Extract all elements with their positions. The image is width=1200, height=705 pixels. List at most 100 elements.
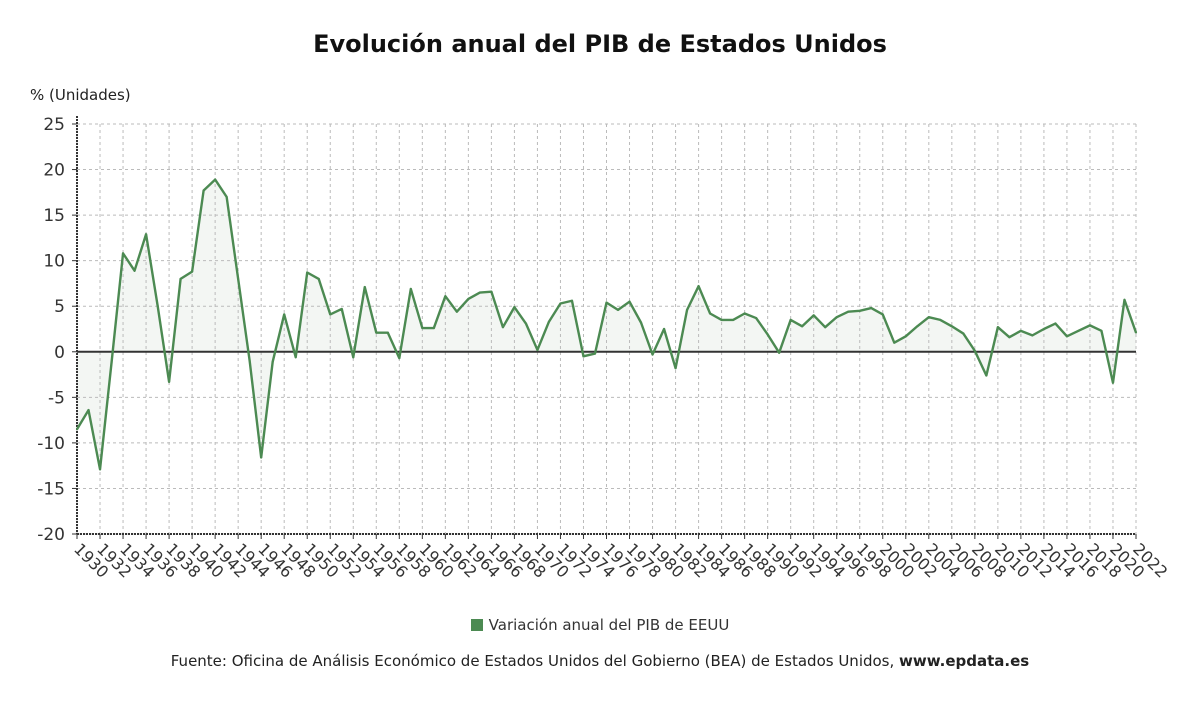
y-tick-label: 0 [54,343,65,363]
data-point [950,325,953,328]
data-point [1054,322,1057,325]
data-point [778,351,781,354]
data-point [317,277,320,280]
data-point [363,286,366,289]
data-point [559,302,562,305]
data-point [329,313,332,316]
data-point [432,327,435,330]
data-point [398,357,401,360]
y-tick-label: 10 [43,252,65,272]
data-point [570,299,573,302]
data-point [1042,328,1045,330]
data-point [352,356,355,359]
data-point [996,326,999,329]
data-point [824,326,827,329]
data-point [640,321,643,324]
data-point [605,301,608,304]
data-point [260,456,263,459]
data-point [1065,335,1068,338]
data-point [709,312,712,315]
data-point [87,409,90,412]
data-point [651,353,654,356]
data-point [617,308,620,311]
data-point [501,326,504,329]
data-point [168,380,171,383]
data-point [248,359,251,362]
data-point [858,309,861,312]
data-point [847,310,850,313]
y-axis-label: % (Unidades) [30,86,131,104]
data-point [916,325,919,328]
data-point [237,277,240,280]
data-point [927,316,930,319]
chart-title: Evolución anual del PIB de Estados Unido… [313,30,887,58]
data-point [1088,324,1091,327]
data-point [214,178,217,181]
data-point [1008,336,1011,339]
data-point [110,361,113,364]
data-point [1123,298,1126,301]
legend: Variación anual del PIB de EEUU [0,616,1200,634]
data-point [513,306,516,309]
data-point [697,285,700,288]
source-text: Fuente: Oficina de Análisis Económico de… [170,652,900,670]
data-point [732,318,735,321]
data-point [156,304,159,307]
legend-label: Variación anual del PIB de EEUU [488,616,730,634]
data-point [686,308,689,311]
data-point [536,348,539,351]
data-point [455,310,458,313]
source-note: Fuente: Oficina de Análisis Económico de… [0,652,1200,670]
data-point [467,297,470,300]
data-point [1031,334,1034,337]
data-point [409,287,412,290]
data-point [835,316,838,319]
data-point [1135,331,1137,334]
data-point [582,355,585,358]
data-point [985,374,988,377]
data-point [881,313,884,316]
data-point [755,317,758,320]
data-point [674,367,677,370]
source-site[interactable]: www.epdata.es [899,652,1030,670]
data-point [283,313,286,316]
y-tick-label: 25 [43,115,65,135]
data-point [547,320,550,323]
data-point [524,322,527,325]
data-point [225,195,228,198]
data-point [133,269,136,272]
data-point [743,312,746,315]
y-tick-label: 15 [43,206,65,226]
y-tick-label: 5 [54,297,65,317]
y-tick-label: -15 [37,479,65,499]
data-point [904,335,907,338]
data-point [271,360,274,363]
data-point [76,428,78,431]
data-point [593,352,596,355]
data-point [720,318,723,321]
data-point [191,270,194,273]
data-point [1111,381,1114,384]
data-point [99,468,102,471]
data-point [145,233,148,236]
data-point [340,307,343,310]
data-point [478,291,481,294]
data-point [386,331,389,334]
data-point [294,356,297,359]
data-point [801,325,804,328]
data-point [1019,329,1022,332]
y-tick-label: -20 [37,525,65,545]
data-point [789,318,792,321]
data-point [939,318,942,321]
data-point [628,300,631,303]
data-point [421,327,424,330]
data-point [444,295,447,298]
data-point [973,349,976,352]
data-point [870,307,873,310]
y-tick-label: -10 [37,434,65,454]
data-point [122,252,125,255]
y-tick-label: -5 [48,388,65,408]
data-point [306,271,309,274]
data-point [1077,329,1080,332]
